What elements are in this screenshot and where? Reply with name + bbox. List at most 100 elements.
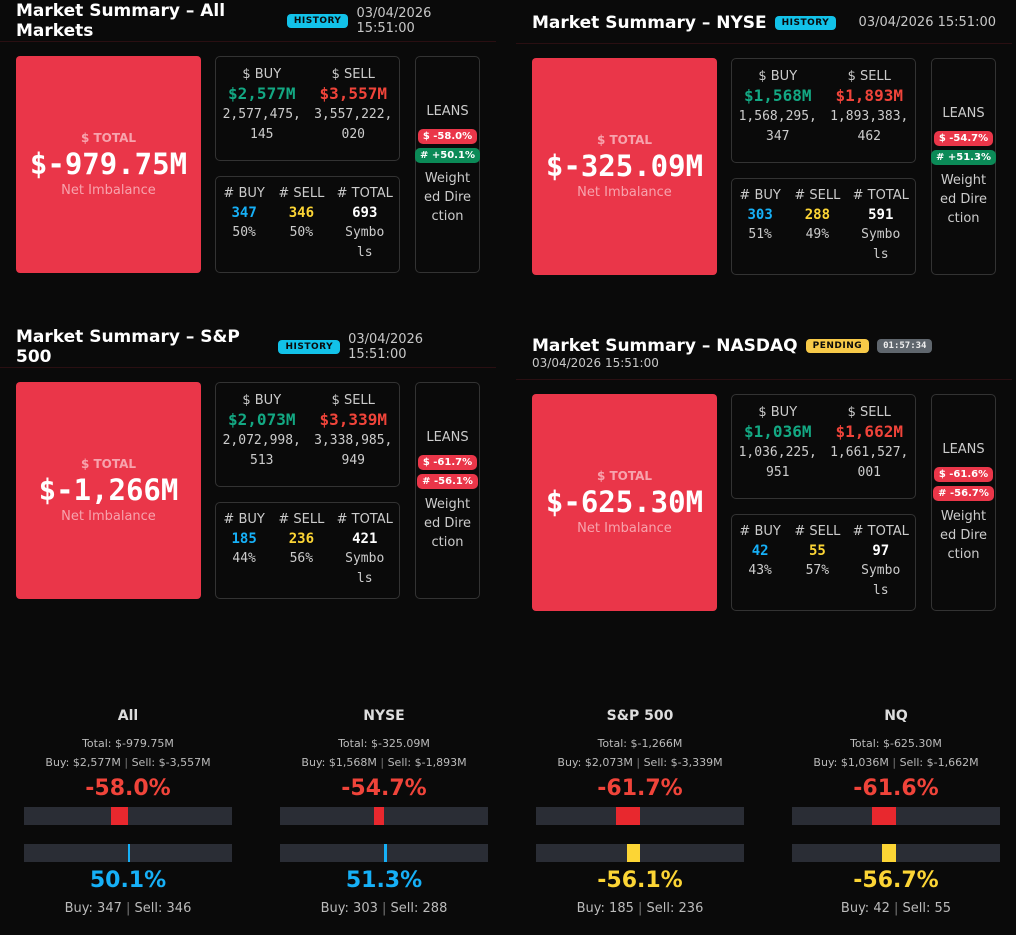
count-pct: 50.1% [89, 868, 167, 893]
count-buy-pct: 43% [748, 563, 772, 578]
sell-label: $ SELL [847, 405, 891, 420]
panel-title: Market Summary – NASDAQ [532, 335, 798, 356]
dollar-buy-sell-card: $ BUY $1,568M 1,568,295,347 $ SELL $1,89… [731, 58, 916, 163]
count-lean-fill [882, 844, 896, 862]
market-name: NYSE [363, 708, 405, 724]
net-imbalance-label: Net Imbalance [577, 521, 672, 536]
summary-count-buy: Buy: 42 [840, 901, 890, 916]
total-label: $ TOTAL [80, 131, 137, 145]
summary-column: NQ Total: $-625.30M Buy: $1,036M | Sell:… [768, 708, 1016, 916]
net-imbalance-label: Net Imbalance [61, 509, 156, 524]
count-pct: -56.7% [853, 868, 939, 893]
count-buy-label: # BUY [223, 512, 265, 527]
sell-raw: 1,893,383,462 [830, 109, 909, 144]
leans-label: LEANS [426, 103, 469, 119]
summary-buy: Buy: $1,568M [301, 756, 377, 769]
count-buy-label: # BUY [739, 524, 781, 539]
count-buy-pct: 44% [232, 551, 256, 566]
dollar-lean-fill [871, 807, 896, 825]
count-lean-badge: # -56.7% [933, 485, 994, 501]
count-card: # BUY 42 43% # SELL 55 57% # TOTAL 97 Sy… [731, 514, 916, 611]
dollar-lean-badge: $ -58.0% [417, 128, 478, 144]
count-total: 97 [872, 543, 890, 559]
dollar-lean-fill [615, 807, 640, 825]
summary-total: Total: $-1,266M [597, 737, 683, 750]
panel-header: Market Summary – S&P 500 HISTORY 03/04/2… [0, 326, 496, 368]
count-lean-badge: # +50.1% [415, 147, 480, 163]
summary-count-buy: Buy: 347 [64, 901, 122, 916]
leans-card: LEANS $ -61.7% # -56.1% Weighted Directi… [415, 382, 480, 599]
market-name: All [117, 708, 139, 724]
net-imbalance-label: Net Imbalance [577, 185, 672, 200]
market-summary-panel: Market Summary – NYSE HISTORY 03/04/2026… [516, 2, 1012, 276]
leans-card: LEANS $ -58.0% # +50.1% Weighted Directi… [415, 56, 480, 273]
net-total-card: $ TOTAL $-325.09M Net Imbalance [532, 58, 717, 275]
count-total-label: # TOTAL [336, 512, 393, 527]
dollar-lean-bar [24, 807, 232, 825]
summary-total: Total: $-979.75M [82, 737, 174, 750]
dollar-lean-badge: $ -61.7% [417, 454, 478, 470]
count-total-label: # TOTAL [852, 188, 909, 203]
status-badge: HISTORY [278, 339, 341, 354]
buy-label: $ BUY [758, 405, 798, 420]
net-imbalance-label: Net Imbalance [61, 183, 156, 198]
dollar-buy-sell-card: $ BUY $2,577M 2,577,475,145 $ SELL $3,55… [215, 56, 400, 161]
summary-column: NYSE Total: $-325.09M Buy: $1,568M | Sel… [256, 708, 512, 916]
symbols-label: Symbols [345, 225, 385, 260]
dollar-pct: -61.6% [853, 776, 939, 801]
summary-count-buy: Buy: 185 [576, 901, 634, 916]
count-sell-pct: 56% [289, 551, 314, 566]
buy-value: $1,568M [744, 86, 812, 105]
dollar-buy-sell-card: $ BUY $1,036M 1,036,225,951 $ SELL $1,66… [731, 394, 916, 499]
count-buy: 303 [747, 207, 773, 223]
count-total: 591 [868, 207, 894, 223]
summary-column: S&P 500 Total: $-1,266M Buy: $2,073M | S… [512, 708, 768, 916]
total-value: $-325.09M [545, 149, 704, 183]
count-lean-bar [280, 844, 488, 862]
count-sell-pct: 49% [805, 227, 830, 242]
countdown-timer: 01:57:34 [877, 338, 933, 353]
buy-label: $ BUY [242, 67, 282, 82]
summary-sell: Sell: $-1,893M [387, 756, 467, 769]
count-buy: 42 [751, 543, 769, 559]
summary-buy: Buy: $1,036M [813, 756, 889, 769]
market-summary-panel: Market Summary – S&P 500 HISTORY 03/04/2… [0, 326, 496, 600]
count-lean-bar [24, 844, 232, 862]
timestamp: 03/04/2026 15:51:00 [348, 331, 424, 362]
dollar-pct: -54.7% [341, 776, 427, 801]
market-summary-panel: Market Summary – All Markets HISTORY 03/… [0, 0, 496, 274]
timestamp: 03/04/2026 15:51:00 [858, 15, 996, 30]
panel-title: Market Summary – All Markets [16, 0, 226, 41]
weighted-direction-label: Weighted Direction [423, 496, 472, 550]
market-name: S&P 500 [606, 708, 674, 724]
count-lean-fill [384, 844, 387, 862]
summary-strip: All Total: $-979.75M Buy: $2,577M | Sell… [0, 708, 1016, 916]
leans-label: LEANS [426, 429, 469, 445]
count-sell: 288 [804, 207, 831, 223]
dollar-lean-bar [280, 807, 488, 825]
dollar-lean-bar [792, 807, 1000, 825]
count-sell-label: # SELL [794, 188, 841, 203]
count-card: # BUY 303 51% # SELL 288 49% # TOTAL 591… [731, 178, 916, 275]
sell-raw: 1,661,527,001 [830, 445, 909, 480]
summary-sell: Sell: $-3,339M [643, 756, 723, 769]
count-lean-bar [792, 844, 1000, 862]
total-label: $ TOTAL [596, 469, 653, 483]
total-label: $ TOTAL [596, 133, 653, 147]
sell-label: $ SELL [331, 393, 375, 408]
summary-count-buy: Buy: 303 [320, 901, 378, 916]
summary-count-sell: Sell: 346 [134, 901, 192, 916]
summary-column: All Total: $-979.75M Buy: $2,577M | Sell… [0, 708, 256, 916]
count-sell-label: # SELL [794, 524, 841, 539]
panel-header: Market Summary – NYSE HISTORY 03/04/2026… [516, 2, 1012, 44]
dollar-lean-fill [111, 807, 128, 825]
count-buy-label: # BUY [739, 188, 781, 203]
count-sell-pct: 50% [289, 225, 314, 240]
sell-raw: 3,557,222,020 [314, 107, 393, 142]
status-badge: PENDING [805, 338, 870, 353]
count-buy-pct: 51% [748, 227, 772, 242]
dollar-lean-bar [536, 807, 744, 825]
weighted-direction-label: Weighted Direction [939, 172, 988, 226]
timestamp: 03/04/2026 15:51:00 [532, 355, 659, 370]
panel-title: Market Summary – S&P 500 [16, 326, 240, 367]
